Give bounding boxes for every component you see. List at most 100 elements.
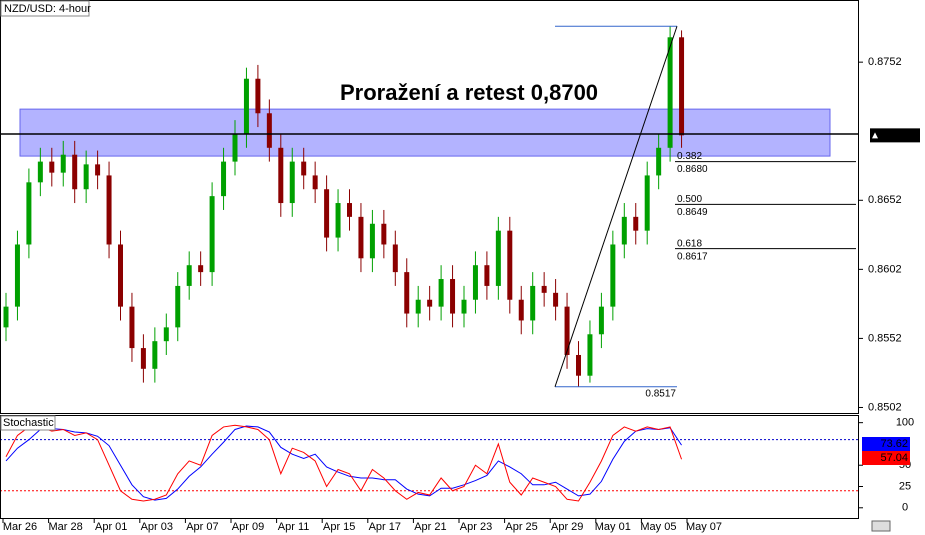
x-tick-label: Mar 26 — [3, 521, 37, 533]
candle-body — [232, 133, 238, 162]
candle-body — [243, 78, 249, 134]
candle-body — [347, 203, 352, 217]
fib-value-label: 0.8680 — [677, 164, 708, 175]
candle-body — [587, 334, 593, 376]
stoch-value-label: 57.04 — [880, 452, 908, 464]
x-tick-label: Apr 23 — [460, 521, 492, 533]
x-tick-label: Apr 29 — [551, 521, 583, 533]
candle-body — [118, 244, 123, 307]
candle-body — [404, 272, 410, 314]
x-tick-label: Apr 07 — [186, 521, 218, 533]
candle-body — [564, 306, 570, 355]
candle-body — [656, 147, 662, 176]
candle-body — [278, 147, 284, 204]
candle-body — [472, 265, 478, 300]
scroll-icon[interactable] — [871, 520, 891, 532]
candle-body — [152, 341, 158, 369]
candle-body — [95, 164, 101, 176]
candle-body — [175, 285, 181, 328]
candle-body — [484, 265, 490, 286]
y-tick-label: 0.8552 — [868, 332, 902, 344]
x-tick-label: Apr 11 — [278, 521, 310, 533]
candle-body — [198, 265, 204, 273]
candle-body — [507, 230, 513, 300]
x-tick-label: Apr 15 — [323, 521, 355, 533]
candle-body — [26, 182, 32, 245]
x-tick-label: Mar 28 — [48, 521, 82, 533]
candle-body — [358, 216, 364, 259]
candle-body — [209, 196, 215, 273]
stoch-y-tick-label: 25 — [899, 480, 911, 492]
candle-body — [427, 299, 433, 307]
last-price-label: 0.8699 — [882, 129, 916, 141]
swing-low-label: 0.8517 — [645, 388, 676, 399]
stoch-value-box — [862, 451, 910, 465]
candle-body — [679, 37, 685, 136]
candle-body — [415, 299, 421, 314]
candle-body — [186, 265, 192, 286]
y-tick-label: 0.8502 — [868, 401, 902, 413]
x-tick-label: Apr 01 — [95, 521, 127, 533]
candle-body — [438, 279, 444, 307]
stoch-y-tick-label: 0 — [902, 502, 908, 514]
x-tick-label: Apr 21 — [414, 521, 446, 533]
candle-body — [381, 223, 387, 245]
candle-body — [335, 203, 341, 238]
x-tick-label: May 05 — [640, 521, 676, 533]
candle-body — [129, 306, 135, 349]
fib-ratio-label: 0.500 — [677, 194, 702, 205]
stoch-line — [5, 424, 683, 502]
candle-body — [598, 306, 604, 335]
x-tick-label: Apr 25 — [505, 521, 537, 533]
x-tick-label: Apr 03 — [141, 521, 173, 533]
candle-body — [83, 164, 89, 190]
candle-body — [312, 175, 318, 190]
y-tick-label: 0.8652 — [868, 194, 902, 206]
title-box — [0, 0, 90, 17]
candle-body — [461, 299, 467, 314]
candle-body — [450, 279, 456, 314]
fib-ratio-label: 0.382 — [677, 151, 702, 162]
candle-body — [553, 292, 559, 307]
candle-body — [60, 154, 66, 173]
fib-value-label: 0.8649 — [677, 207, 708, 218]
fib-value-label: 0.8617 — [677, 251, 708, 262]
candle-body — [495, 230, 501, 286]
candle-body — [106, 175, 112, 245]
chart-title: NZD/USD: 4-hour — [4, 3, 91, 15]
main-panel-frame — [0, 0, 859, 414]
candle-body — [369, 223, 375, 259]
candle-body — [14, 244, 20, 307]
candle-body — [530, 285, 536, 321]
candle-body — [140, 348, 146, 369]
y-tick-label: 0.8752 — [868, 56, 902, 68]
candle-body — [266, 113, 272, 148]
candle-body — [518, 299, 524, 321]
y-tick-label: 0.8602 — [868, 263, 902, 275]
x-tick-label: Apr 17 — [369, 521, 401, 533]
candle-body — [37, 161, 43, 183]
candle-body — [324, 189, 330, 238]
x-tick-label: Apr 09 — [232, 521, 264, 533]
candle-body — [255, 78, 261, 114]
candle-body — [633, 216, 639, 231]
candle-body — [576, 354, 581, 376]
x-tick-label: May 07 — [686, 521, 722, 533]
candle-body — [392, 244, 398, 273]
stochastic-title: Stochastic — [3, 417, 54, 429]
candle-body — [49, 161, 55, 173]
candle-body — [621, 216, 627, 245]
candle-body — [644, 175, 650, 231]
candle-body — [610, 244, 616, 307]
stoch-value-label: 73.62 — [880, 438, 908, 450]
candle-body — [72, 154, 78, 190]
stoch-value-box — [862, 437, 910, 451]
annotation: Proražení a retest 0,8700 — [340, 80, 598, 105]
stoch-y-tick-label: 100 — [896, 417, 914, 429]
candle-body — [221, 161, 227, 197]
fib-trend-line — [554, 26, 678, 387]
candle-body — [541, 285, 547, 293]
stochastic-panel-frame — [0, 415, 859, 519]
